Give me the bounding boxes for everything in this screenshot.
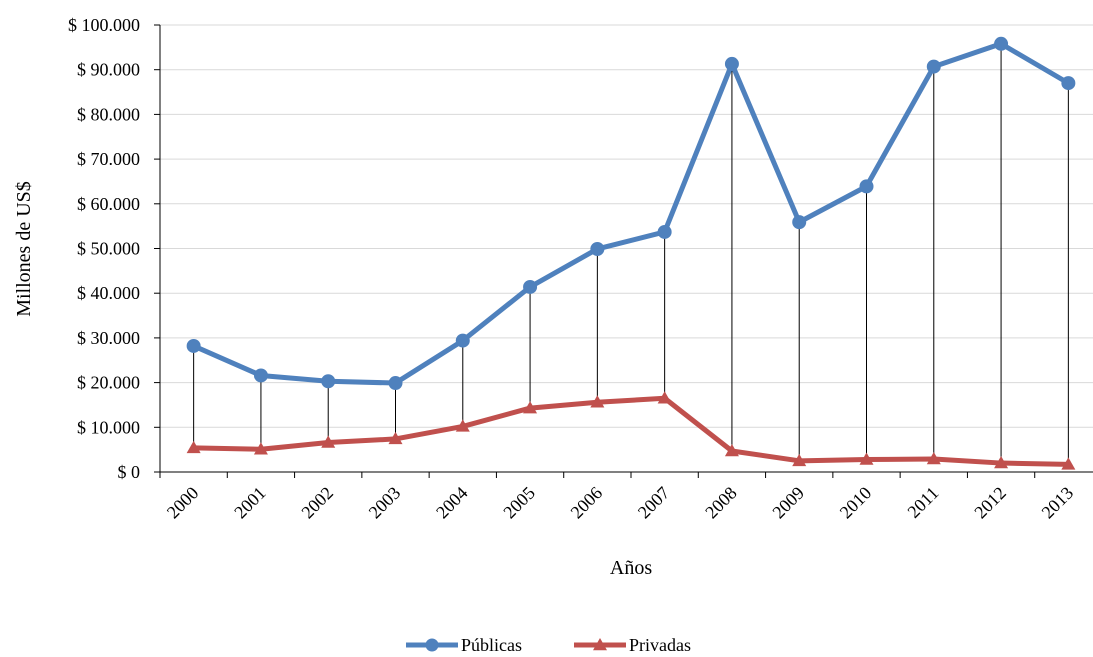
data-point <box>523 401 538 414</box>
gridlines <box>154 24 1093 473</box>
legend-marker <box>593 638 607 651</box>
data-point <box>253 368 268 383</box>
y-tick-label: $ 10.000 <box>77 417 140 437</box>
x-axis <box>159 25 1093 478</box>
data-point <box>455 419 470 432</box>
data-point <box>321 435 336 448</box>
y-tick-label: $ 20.000 <box>77 373 140 393</box>
series-line <box>192 41 1070 386</box>
data-point <box>724 443 739 457</box>
data-point <box>321 374 336 389</box>
high-low-lines <box>193 43 1069 465</box>
data-point <box>994 36 1009 51</box>
data-point <box>186 338 201 353</box>
data-point <box>926 452 941 465</box>
data-point <box>388 376 403 391</box>
data-point <box>926 59 941 74</box>
x-tick-label: 2007 <box>634 483 674 523</box>
data-point <box>994 456 1009 469</box>
y-tick-label: $ 40.000 <box>77 283 140 303</box>
data-point <box>1061 76 1076 91</box>
data-point <box>253 442 268 455</box>
x-tick-label: 2002 <box>297 483 337 523</box>
x-tick-label: 2011 <box>903 483 942 522</box>
data-point <box>657 224 672 239</box>
data-point <box>792 453 807 467</box>
x-axis-tick-labels: 2000 2001 2002 2003 2004 2005 2006 2007 2008 2009… <box>163 483 1077 523</box>
legend-label: Privadas <box>629 635 691 655</box>
y-tick-label: $ 70.000 <box>77 149 140 169</box>
legend-label: Públicas <box>461 635 522 655</box>
x-tick-label: 2006 <box>567 483 607 523</box>
y-tick-label: $ 50.000 <box>77 239 140 259</box>
y-axis-title: Millones de US$ <box>13 181 35 317</box>
data-point <box>724 56 739 71</box>
data-point <box>590 395 605 408</box>
y-tick-label: $ 90.000 <box>77 60 140 80</box>
x-axis-title: Años <box>610 557 652 579</box>
x-tick-label: 2005 <box>499 483 539 523</box>
x-tick-label: 2003 <box>365 483 405 523</box>
y-tick-label: $ 100.000 <box>68 15 140 35</box>
x-tick-label: 2008 <box>701 483 741 523</box>
series-lines <box>192 41 1070 467</box>
data-point <box>792 215 807 230</box>
y-tick-label: $ 80.000 <box>77 104 140 124</box>
data-point <box>859 452 874 465</box>
data-point <box>455 333 470 348</box>
data-point <box>1061 457 1076 470</box>
series-line <box>193 395 1069 467</box>
data-point <box>186 440 201 454</box>
y-axis-tick-labels: $ 0 $ 10.000 $ 20.000 $ 30.000 $ 40.000 $ 50.… <box>68 15 140 482</box>
x-tick-label: 2012 <box>970 483 1010 523</box>
data-point <box>590 241 605 256</box>
data-point <box>657 391 672 404</box>
data-point <box>388 431 403 445</box>
x-tick-label: 2000 <box>163 483 203 523</box>
legend-marker <box>425 638 439 652</box>
series-markers <box>186 36 1076 470</box>
x-tick-label: 2001 <box>230 483 270 523</box>
x-tick-label: 2004 <box>432 483 472 523</box>
x-tick-label: 2009 <box>768 483 808 523</box>
y-tick-label: $ 60.000 <box>77 194 140 214</box>
legend: Públicas Privadas <box>406 635 691 655</box>
y-tick-label: $ 30.000 <box>77 328 140 348</box>
y-tick-label: $ 0 <box>118 462 141 482</box>
data-point <box>859 179 874 194</box>
x-tick-label: 2013 <box>1038 483 1078 523</box>
x-tick-label: 2010 <box>836 483 876 523</box>
data-point <box>523 279 538 294</box>
